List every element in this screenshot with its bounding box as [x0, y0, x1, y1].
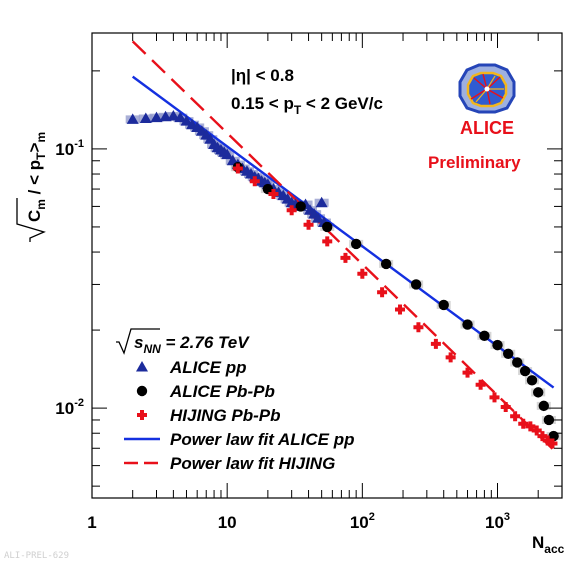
energy-label: sNN = 2.76 TeV [116, 328, 250, 356]
hijing-point [547, 438, 558, 449]
pp-point [167, 109, 180, 121]
hijing-point [377, 287, 388, 298]
hijing-point [232, 163, 243, 174]
hijing-point [249, 176, 260, 187]
pp-point [221, 148, 234, 160]
energy-sqrt-sign [116, 328, 160, 355]
pp-point [180, 115, 193, 126]
pbpb-point [543, 414, 555, 426]
x-tick-label: 1 [87, 513, 96, 532]
logo-vertex [484, 86, 490, 92]
y-tick-label: 10-2 [55, 397, 84, 418]
legend-entry: HIJING Pb-Pb [137, 406, 281, 425]
hijing-point [510, 411, 521, 422]
pbpb-point [512, 357, 523, 368]
pt-cut-label: 0.15 < pT < 2 GeV/c [231, 94, 383, 117]
hijing-point [268, 188, 279, 199]
pbpb-point [503, 348, 514, 360]
pbpb-point [492, 339, 503, 351]
pbpb-point [526, 375, 538, 386]
plot-frame [91, 32, 563, 499]
legend-label: ALICE Pb-Pb [169, 382, 275, 401]
hijing-point [475, 379, 486, 390]
alice-logo: ALICE [458, 63, 516, 138]
svg-text:Cm / < pT>m: Cm / < pT>m [25, 132, 48, 222]
pbpb-point [538, 400, 549, 412]
hijing-point [413, 322, 424, 333]
legend-entry: ALICE pp [136, 358, 247, 377]
pp-point [139, 112, 152, 124]
x-tick-label: 103 [485, 511, 510, 532]
pbpb-point [350, 238, 362, 250]
pbpb-point [519, 365, 531, 377]
pp-point [315, 196, 328, 208]
legend: sNN = 2.76 TeV ALICE pp ALICE Pb-Pb HIJING… [116, 328, 355, 473]
pp-point [174, 111, 187, 123]
hijing-point [542, 435, 553, 446]
hijing-point [489, 392, 500, 403]
hijing-point [430, 338, 441, 349]
pbpb-point [438, 299, 449, 311]
hijing-point [286, 205, 297, 216]
alice-logo-text: ALICE [460, 118, 514, 138]
hijing-point [303, 219, 314, 230]
pbpb-point [262, 183, 274, 195]
legend-entry: Power law fit ALICE pp [124, 430, 355, 449]
legend-marker-swatch [137, 410, 147, 420]
tick-labels: 1 10 102 103 10-1 10-2 [55, 138, 510, 532]
preliminary-label: Preliminary [428, 153, 521, 172]
legend-entry: ALICE Pb-Pb [136, 382, 275, 401]
pp-point [312, 212, 325, 223]
hijing-point [525, 421, 536, 432]
legend-label: ALICE pp [169, 358, 247, 377]
hijing-point [357, 268, 368, 279]
fit-line-hijing [131, 40, 555, 451]
hijing-point [462, 367, 473, 378]
legend-entries: ALICE pp ALICE Pb-Pb HIJING Pb-Pb Power law… [124, 358, 355, 473]
legend-entry: Power law fit HIJING [124, 454, 335, 473]
hijing-point [518, 418, 529, 429]
svg-text:sNN = 2.76 TeV: sNN = 2.76 TeV [134, 333, 250, 356]
hijing-point [322, 236, 333, 247]
axis-ticks [91, 33, 563, 498]
footer-label: ALI-PREL-629 [4, 551, 69, 561]
y-axis-title: Cm / < pT>m [16, 132, 48, 242]
pbpb-point [479, 330, 490, 342]
hijing-point [531, 425, 542, 436]
legend-label: Power law fit ALICE pp [170, 430, 355, 449]
hijing-point [445, 352, 456, 363]
legend-label: Power law fit HIJING [170, 454, 335, 473]
hijing-point [537, 431, 548, 442]
pbpb-point [462, 319, 473, 330]
pp-point [150, 111, 163, 123]
data-points [126, 109, 559, 449]
pbpb-point [380, 258, 392, 270]
x-tick-label: 10 [218, 513, 237, 532]
pbpb-point [532, 387, 544, 398]
y-tick-label: 10-1 [55, 138, 84, 159]
pbpb-point [295, 201, 306, 212]
pbpb-point [410, 279, 422, 290]
hijing-point [500, 401, 511, 412]
legend-label: HIJING Pb-Pb [170, 406, 281, 425]
pp-point [126, 113, 139, 124]
legend-marker-swatch [136, 385, 148, 397]
legend-marker-swatch [136, 361, 148, 372]
hijing-point [340, 252, 351, 263]
sqrt-sign [16, 198, 46, 242]
hijing-point [395, 304, 406, 315]
x-tick-label: 102 [350, 511, 375, 532]
eta-cut-label: |η| < 0.8 [231, 66, 294, 85]
pbpb-point [322, 221, 333, 233]
x-axis-title: Nacc [532, 533, 565, 556]
logo-tracks [470, 73, 504, 105]
